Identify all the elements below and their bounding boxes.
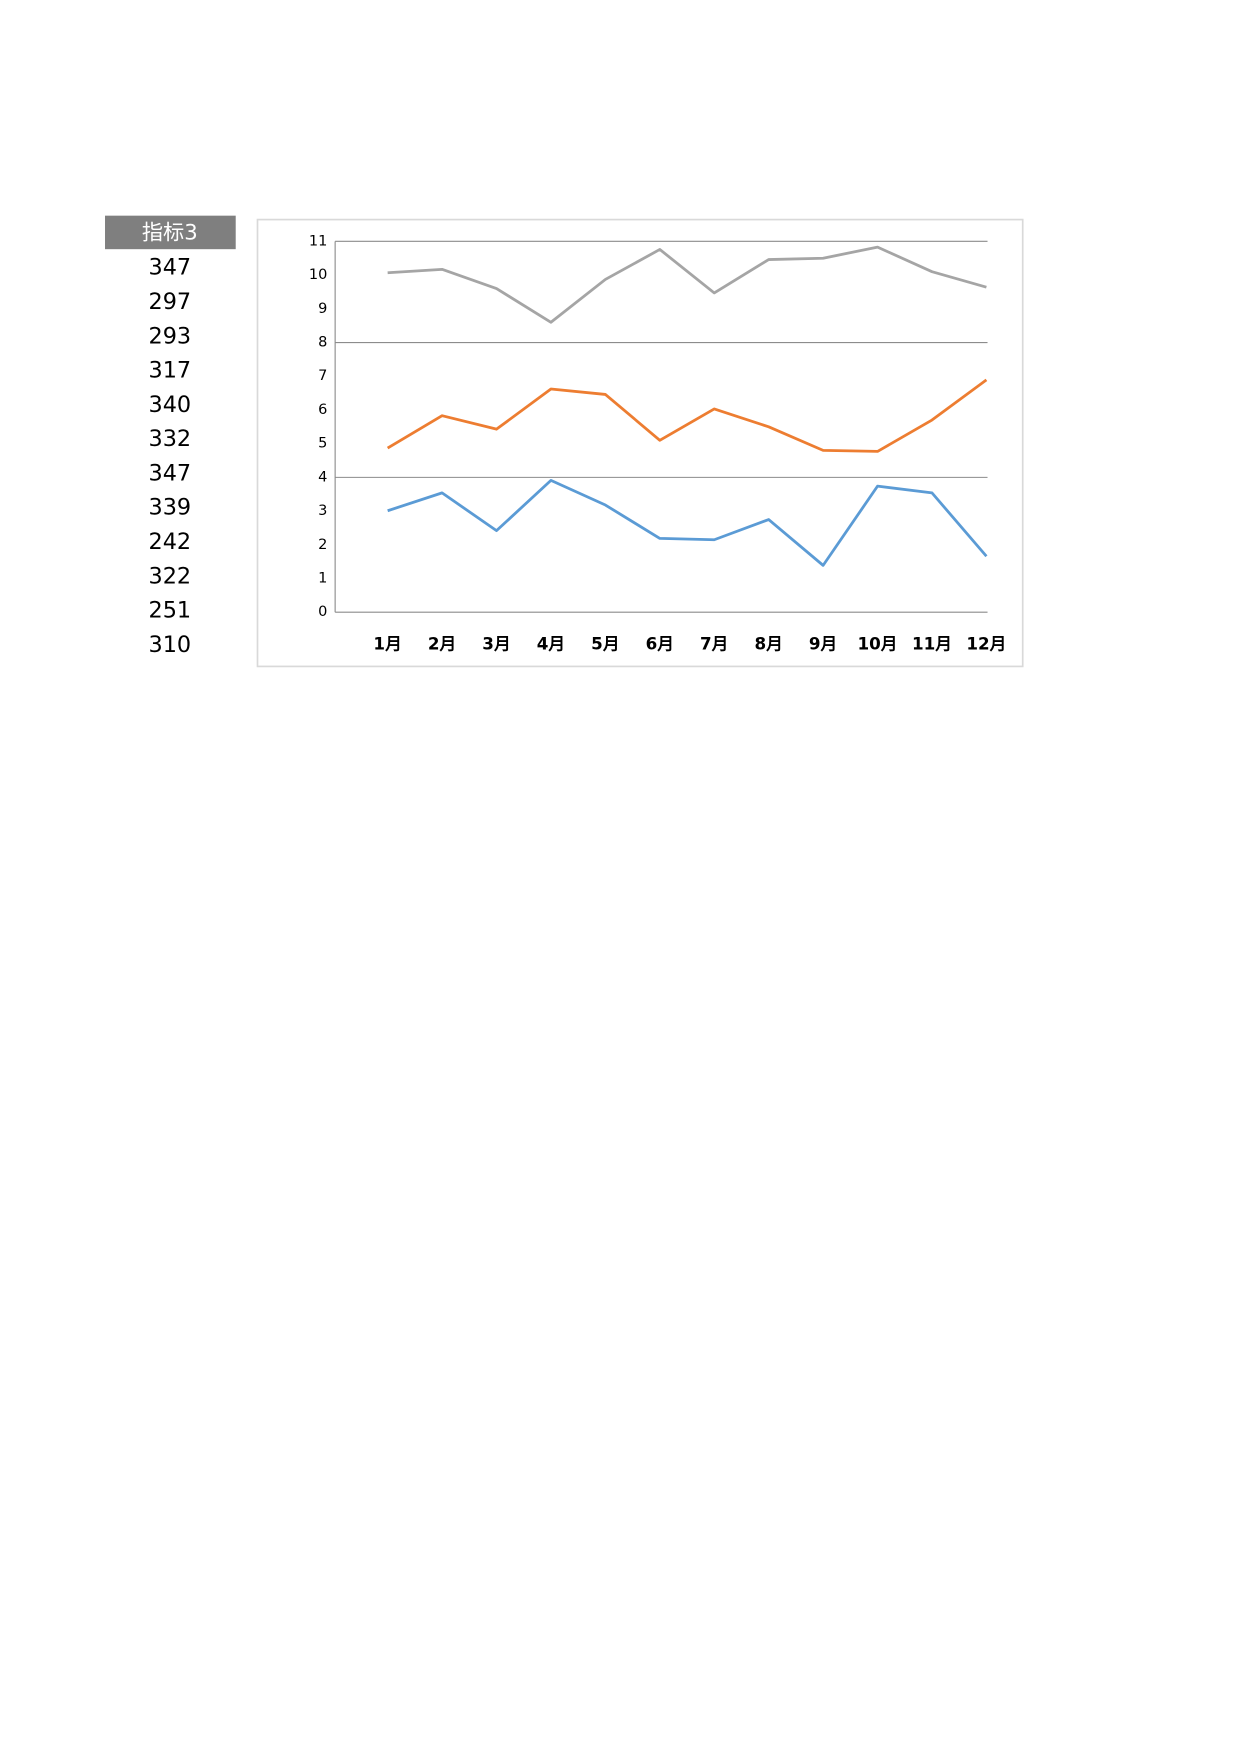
y-tick-label: 4 [318, 469, 327, 485]
table-header: 指标3 [142, 221, 198, 246]
table-cell: 332 [148, 426, 191, 452]
chart-frame [256, 218, 1024, 668]
x-tick-label: 2月 [428, 634, 456, 654]
x-tick-label: 6月 [646, 634, 674, 654]
y-tick-label: 6 [318, 402, 327, 418]
table-cell: 347 [148, 460, 191, 486]
y-tick-label: 3 [318, 503, 327, 519]
y-tick-label: 2 [318, 537, 327, 553]
table-cell: 242 [148, 529, 191, 555]
x-tick-label: 11月 [912, 634, 952, 654]
x-tick-label: 10月 [858, 634, 898, 654]
x-tick-label: 9月 [809, 634, 837, 654]
y-tick-label: 8 [318, 335, 327, 351]
x-tick-label: 12月 [966, 634, 1006, 654]
table-cell: 347 [148, 255, 191, 281]
table-cell: 293 [148, 323, 191, 349]
series-line [387, 479, 988, 567]
table-header-bg [105, 215, 236, 250]
table-cell: 339 [148, 495, 191, 521]
table-cell: 251 [148, 598, 191, 624]
table-cell: 322 [148, 563, 191, 589]
y-tick-label: 5 [318, 436, 327, 452]
x-tick-label: 5月 [591, 634, 619, 654]
x-tick-label: 1月 [373, 634, 401, 654]
table-cell: 340 [148, 392, 191, 418]
table-cell: 317 [148, 358, 191, 384]
x-tick-label: 7月 [700, 634, 728, 654]
y-tick-label: 0 [318, 604, 327, 620]
table-cell: 297 [148, 289, 191, 315]
y-tick-label: 10 [309, 267, 327, 283]
series-line [387, 245, 987, 324]
x-tick-label: 4月 [537, 634, 565, 654]
x-tick-label: 8月 [754, 634, 782, 654]
y-tick-label: 7 [318, 368, 327, 384]
x-tick-label: 3月 [482, 634, 510, 654]
y-tick-label: 9 [318, 301, 327, 317]
y-tick-label: 11 [309, 233, 327, 249]
series-line [386, 378, 988, 453]
table-cell: 310 [148, 632, 191, 658]
y-tick-label: 1 [318, 571, 327, 587]
